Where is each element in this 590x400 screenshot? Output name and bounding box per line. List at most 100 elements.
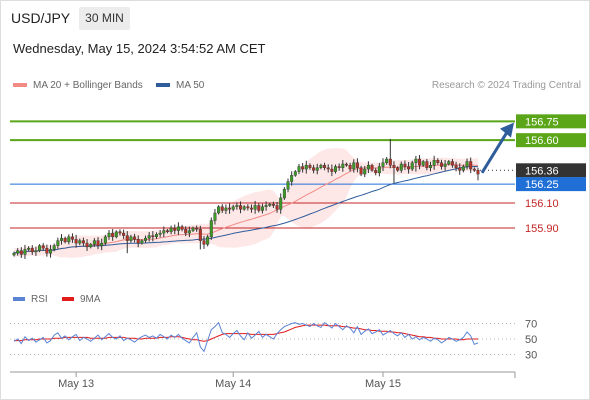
candle-body	[326, 167, 330, 170]
rsi-line	[13, 321, 479, 353]
candle-body	[469, 161, 473, 170]
candle-body	[206, 236, 210, 245]
ma50-swatch	[156, 83, 170, 88]
candle-body	[158, 232, 162, 235]
candle-body	[257, 205, 261, 211]
candle-body	[19, 250, 23, 255]
candle-body	[315, 167, 319, 171]
bollinger-swatch	[13, 83, 27, 88]
ma9-legend-label: 9MA	[80, 294, 101, 305]
candle-body	[363, 168, 367, 175]
candle-body	[165, 230, 169, 233]
candle-body	[78, 240, 82, 244]
candle-body	[279, 197, 283, 210]
candle-body	[114, 231, 118, 238]
candle-body	[103, 236, 107, 244]
candle-body	[370, 165, 374, 171]
candle-body	[45, 247, 49, 254]
candle-body	[359, 167, 363, 175]
candle-body	[476, 170, 480, 175]
candle-body	[344, 163, 348, 166]
candle-body	[403, 163, 407, 167]
candle-body	[366, 165, 370, 170]
candle-body	[465, 161, 469, 167]
osc-tick-50: 50	[525, 334, 537, 346]
rsi-swatch	[13, 297, 25, 302]
bollinger-legend-label: MA 20 + Bollinger Bands	[33, 80, 143, 91]
candle-body	[439, 162, 443, 167]
candle-body	[92, 240, 96, 245]
candle-body	[176, 226, 180, 231]
candle-body	[195, 227, 199, 230]
candle-body	[220, 206, 224, 211]
candle-body	[231, 206, 235, 210]
candle-body	[191, 227, 195, 231]
level-tag-156.60	[516, 133, 586, 148]
candle-body	[249, 207, 253, 210]
candle-body	[447, 161, 451, 165]
candle-body	[12, 252, 16, 256]
candle-body	[136, 239, 140, 244]
candle-body	[217, 206, 221, 214]
credit-text: Research © 2024 Trading Central	[431, 80, 581, 91]
rsi-legend-label: RSI	[31, 294, 48, 305]
candle-body	[385, 158, 389, 163]
candle-body	[432, 160, 436, 166]
candle-body	[209, 220, 213, 238]
candle-body	[85, 242, 89, 248]
candle-body	[436, 160, 440, 163]
candle-body	[133, 236, 137, 240]
candle-body	[286, 181, 290, 190]
candle-body	[41, 245, 45, 249]
candle-body	[392, 165, 396, 168]
legend-9ma: 9MA	[62, 294, 101, 305]
timeframe-button[interactable]: 30 MIN	[79, 7, 130, 30]
candle-body	[16, 250, 20, 254]
candle-body	[27, 247, 31, 250]
candle-body	[30, 247, 34, 253]
x-tick-label: May 14	[215, 378, 251, 390]
candle-body	[330, 168, 334, 172]
candle-body	[323, 165, 327, 168]
candle-body	[100, 242, 104, 246]
candle-body	[59, 237, 63, 241]
level-label-156.60: 156.60	[525, 135, 559, 147]
candle-body	[268, 204, 272, 206]
candle-body	[125, 235, 129, 241]
ma50-legend-label: MA 50	[176, 80, 205, 91]
candle-body	[443, 163, 447, 167]
legend-bollinger: MA 20 + Bollinger Bands	[13, 80, 143, 91]
candle-body	[173, 227, 177, 231]
candle-body	[334, 166, 338, 172]
symbol-label: USD/JPY	[11, 10, 71, 26]
candle-body	[162, 230, 166, 234]
candle-body	[461, 166, 465, 171]
candle-body	[246, 206, 250, 209]
candle-body	[34, 250, 38, 253]
candle-body	[290, 175, 294, 182]
candle-body	[151, 235, 155, 238]
candle-body	[319, 165, 323, 168]
level-label-155.90: 155.90	[525, 223, 559, 235]
candle-body	[399, 163, 403, 171]
candle-body	[81, 240, 85, 244]
x-tick-label: May 15	[365, 378, 401, 390]
candle-body	[111, 232, 115, 238]
candle-body	[235, 205, 239, 207]
chart-header: USD/JPY 30 MIN	[0, 0, 590, 36]
candle-body	[67, 236, 71, 243]
candle-body	[89, 244, 93, 248]
candle-body	[154, 234, 158, 238]
candle-body	[147, 235, 151, 239]
candle-body	[271, 204, 275, 206]
candle-body	[341, 163, 345, 168]
last-price-label: 156.36	[525, 165, 559, 177]
candle-body	[187, 230, 191, 234]
candle-body	[184, 229, 188, 234]
candle-body	[260, 206, 264, 211]
candle-body	[454, 165, 458, 168]
candle-body	[308, 165, 312, 168]
candle-body	[202, 240, 206, 245]
candle-body	[410, 162, 414, 170]
